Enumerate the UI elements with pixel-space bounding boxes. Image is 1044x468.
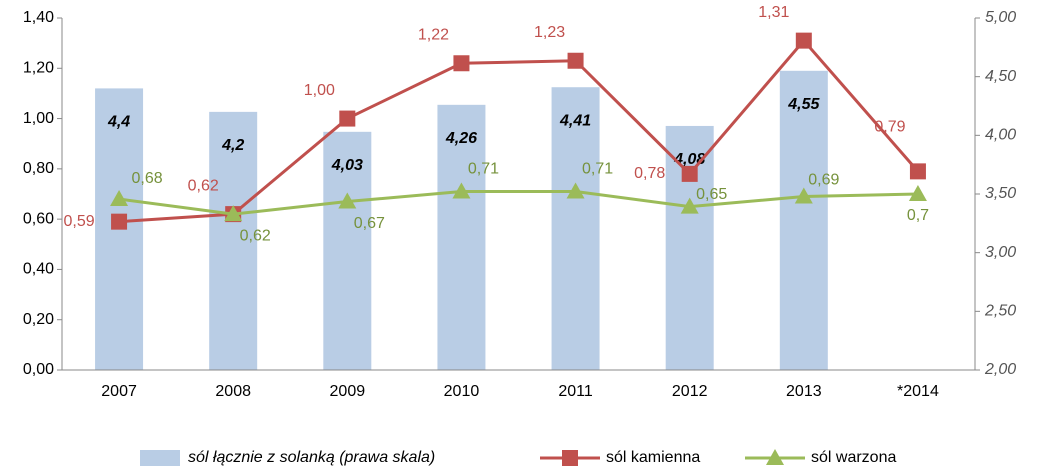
line (118, 189, 918, 216)
x-tick-label: 2009 (330, 383, 366, 400)
bar (437, 104, 486, 371)
legend-marker (766, 449, 784, 465)
marker (680, 197, 699, 214)
y2-tick-label: 3,00 (985, 244, 1016, 261)
legend-swatch (140, 450, 180, 466)
bar-value-label: 4,55 (787, 96, 820, 113)
x-tick-label: *2014 (897, 383, 939, 400)
marker (453, 55, 470, 72)
x-tick-label: 2010 (444, 383, 480, 400)
x-tick-label: 2011 (558, 383, 593, 400)
bar (323, 131, 372, 370)
value-label: 0,78 (634, 165, 665, 182)
y2-tick-label: 5,00 (985, 9, 1016, 26)
line (118, 38, 920, 224)
bar-value-label: 4,26 (445, 130, 477, 147)
bar-value-label: 4,2 (221, 137, 244, 154)
x-tick-label: 2008 (215, 383, 251, 400)
bar-value-label: 4,4 (107, 114, 130, 131)
bar-value-label: 4,03 (331, 157, 363, 174)
value-label: 1,00 (304, 82, 335, 99)
y-tick-label: 0,00 (23, 361, 54, 378)
y2-tick-label: 4,50 (985, 68, 1016, 85)
marker (339, 110, 356, 127)
marker (452, 182, 471, 199)
marker (224, 205, 243, 222)
value-label: 0,71 (582, 161, 613, 178)
marker (566, 182, 585, 199)
legend-label: sól kamienna (606, 449, 700, 466)
y-tick-label: 0,80 (23, 160, 54, 177)
y-tick-label: 0,60 (23, 210, 54, 227)
legend-label: sól łącznie z solanką (prawa skala) (188, 449, 435, 466)
marker (567, 52, 584, 69)
bar (779, 70, 828, 371)
value-label: 1,23 (534, 24, 565, 41)
value-label: 0,59 (63, 213, 94, 230)
legend-marker (562, 450, 578, 466)
y-tick-label: 0,40 (23, 261, 54, 278)
value-label: 1,31 (758, 4, 789, 21)
value-label: 1,22 (418, 26, 449, 43)
bar (551, 87, 600, 370)
bar-value-label: 4,41 (559, 112, 591, 129)
marker (795, 32, 812, 49)
value-label: 0,62 (240, 227, 271, 244)
y-tick-label: 0,20 (23, 311, 54, 328)
value-label: 0,7 (907, 207, 929, 224)
value-label: 0,62 (188, 177, 219, 194)
y2-tick-label: 2,00 (984, 361, 1016, 378)
y-tick-label: 1,40 (23, 9, 54, 26)
value-label: 0,65 (696, 186, 727, 203)
value-label: 0,67 (354, 215, 385, 232)
value-label: 0,71 (468, 161, 499, 178)
x-tick-label: 2007 (101, 383, 137, 400)
marker (794, 187, 813, 204)
marker (111, 213, 128, 230)
y-tick-label: 1,00 (23, 110, 54, 127)
y2-tick-label: 4,00 (985, 127, 1016, 144)
y2-tick-label: 3,50 (985, 185, 1016, 202)
value-label: 0,79 (874, 119, 905, 136)
y-tick-label: 1,20 (23, 60, 54, 77)
marker (681, 165, 698, 182)
value-label: 0,68 (131, 170, 162, 187)
x-tick-label: 2012 (672, 383, 708, 400)
bar (209, 111, 258, 370)
x-tick-label: 2013 (786, 383, 822, 400)
value-label: 0,69 (808, 172, 839, 189)
marker (908, 185, 927, 201)
marker (110, 190, 129, 207)
marker (338, 192, 357, 209)
marker (909, 163, 926, 180)
legend-label: sól warzona (811, 449, 896, 466)
y2-tick-label: 2,50 (984, 303, 1016, 320)
